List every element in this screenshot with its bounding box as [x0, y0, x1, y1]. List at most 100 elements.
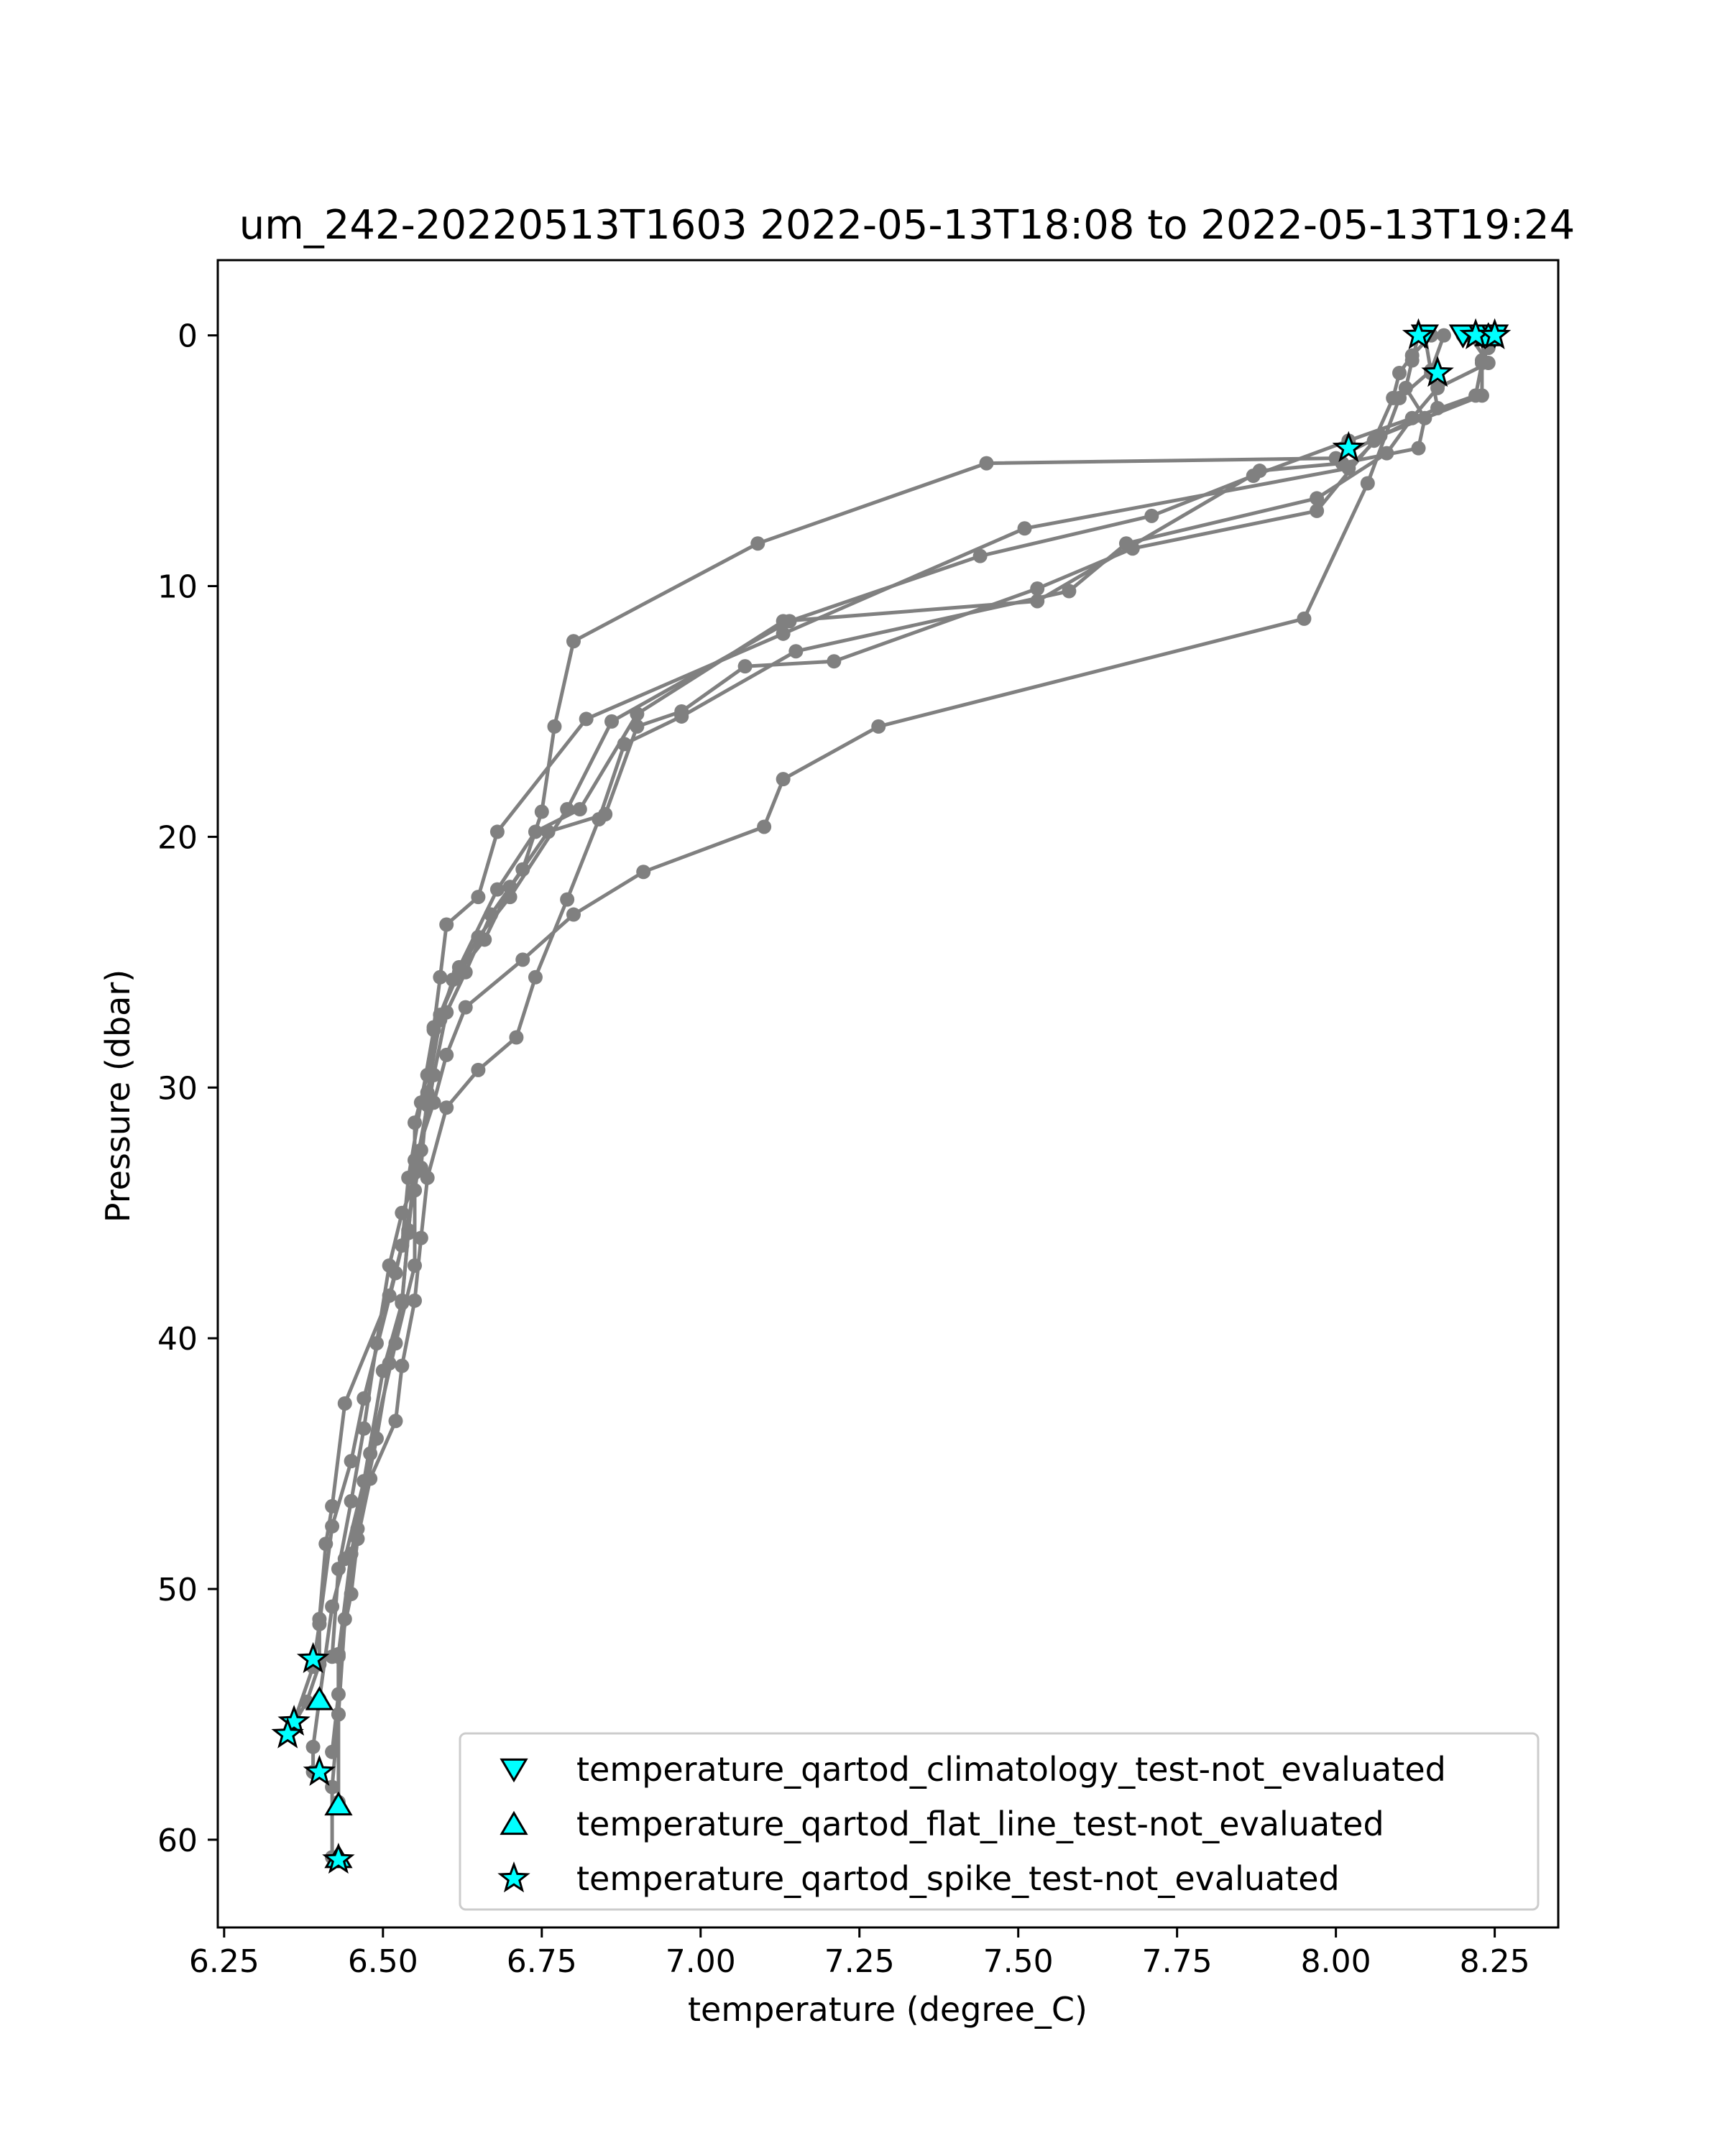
profile-point [433, 969, 448, 985]
profile-point [776, 626, 791, 641]
profile-point [515, 952, 530, 967]
flag-marker-triangle-up [324, 1791, 353, 1816]
legend-label: temperature_qartod_flat_line_test-not_ev… [576, 1805, 1384, 1843]
profile-point [369, 1336, 384, 1351]
y-tick-label: 30 [157, 1070, 198, 1107]
profile-line-7 [336, 334, 1446, 1802]
profile-point [1430, 400, 1445, 415]
profile-line-5 [330, 334, 1491, 1753]
profile-point [439, 1100, 454, 1115]
profile-line-2 [292, 333, 1491, 1723]
profile-point [458, 964, 473, 980]
profile-point [388, 1414, 403, 1429]
y-tick-label: 10 [157, 569, 198, 606]
flag-marker-star [1332, 430, 1366, 463]
legend-marker-triangle-down [500, 1758, 528, 1783]
y-tick-label: 0 [178, 318, 198, 355]
profile-point [788, 644, 804, 659]
profile-point [1411, 441, 1426, 456]
profile-point [566, 634, 581, 649]
flag-marker-star [1478, 318, 1512, 350]
y-tick-label: 40 [157, 1321, 198, 1358]
profile-point [737, 659, 753, 674]
legend-label: temperature_qartod_climatology_test-not_… [576, 1750, 1446, 1789]
x-tick-label: 6.75 [507, 1943, 577, 1980]
profile-point [515, 862, 530, 877]
profile-point [1436, 328, 1451, 343]
profile-point [408, 1258, 423, 1273]
profile-point [636, 865, 651, 880]
flag-marker-star [271, 1717, 304, 1749]
flag-marker-star [277, 1705, 310, 1736]
profile-point [325, 1519, 340, 1534]
profile-point [337, 1611, 352, 1626]
flag-marker-star [322, 1842, 355, 1874]
profile-point [528, 969, 543, 985]
legend-label: temperature_qartod_spike_test-not_evalua… [576, 1859, 1340, 1898]
legend-box [459, 1732, 1540, 1911]
profile-line-1 [286, 335, 1427, 1736]
profile-point [395, 1293, 410, 1308]
legend-marker-star [497, 1861, 530, 1893]
profile-point [401, 1225, 416, 1240]
profile-point [1392, 390, 1407, 405]
profile-point [408, 1115, 423, 1130]
profile-point [1030, 581, 1045, 596]
profile-point [439, 1047, 454, 1062]
profile-point [750, 536, 765, 551]
profile-point [540, 824, 556, 839]
profile-point [395, 1358, 410, 1373]
y-tick-label: 60 [157, 1823, 198, 1859]
profile-point [617, 737, 632, 752]
profile-point [1246, 469, 1261, 484]
x-tick-label: 6.25 [189, 1943, 259, 1980]
x-axis: 6.25 6.50 6.75 7.00 7.25 7.50 7.75 8.00 8.25 [189, 1927, 1530, 1980]
y-axis: 0 10 20 30 40 50 60 [157, 318, 218, 1859]
profile-point [674, 709, 689, 724]
profile-point [471, 1062, 486, 1077]
profile-point [630, 719, 645, 734]
x-axis-label: temperature (degree_C) [688, 1990, 1087, 2029]
profile-point [489, 882, 505, 897]
profile-point [757, 819, 772, 834]
flag-marker-triangle-up [305, 1686, 334, 1710]
profile-point [331, 1562, 346, 1577]
profile-point [439, 917, 454, 932]
x-tick-label: 6.50 [348, 1943, 418, 1980]
profile-point [1310, 503, 1325, 518]
profile-point [1062, 584, 1077, 599]
profile-point [572, 802, 587, 817]
flag-marker-star [296, 1641, 330, 1673]
x-tick-label: 7.00 [666, 1943, 736, 1980]
x-tick-label: 7.75 [1142, 1943, 1213, 1980]
profile-point [782, 614, 797, 629]
chart-title: um_242-20220513T1603 2022-05-13T18:08 to… [239, 202, 1576, 249]
profile-point [350, 1521, 365, 1537]
profile-point [1404, 348, 1420, 363]
flag-marker-star [303, 1754, 336, 1786]
profile-point [413, 1230, 428, 1245]
profile-point [331, 1707, 346, 1722]
profile-point [446, 972, 461, 987]
profile-point [395, 1205, 410, 1220]
profile-point [408, 1183, 423, 1198]
y-tick-label: 50 [157, 1572, 198, 1608]
flag-markers [271, 318, 1512, 1874]
profile-point [827, 654, 842, 669]
x-tick-label: 8.25 [1460, 1943, 1530, 1980]
profile-point [312, 1616, 327, 1631]
profile-point [1481, 356, 1496, 371]
profile-line-3 [311, 334, 1496, 1772]
profile-point [1144, 508, 1159, 523]
profile-point [344, 1493, 359, 1508]
x-tick-label: 7.25 [824, 1943, 895, 1980]
profile-point [458, 1000, 473, 1015]
profile-point [1360, 476, 1375, 491]
profile-point [408, 1153, 423, 1168]
profile-point [1379, 446, 1394, 461]
profile-point [426, 1067, 441, 1082]
legend-marker-triangle-up [500, 1810, 528, 1835]
profile-point [1017, 521, 1032, 536]
profile-point [871, 719, 886, 734]
